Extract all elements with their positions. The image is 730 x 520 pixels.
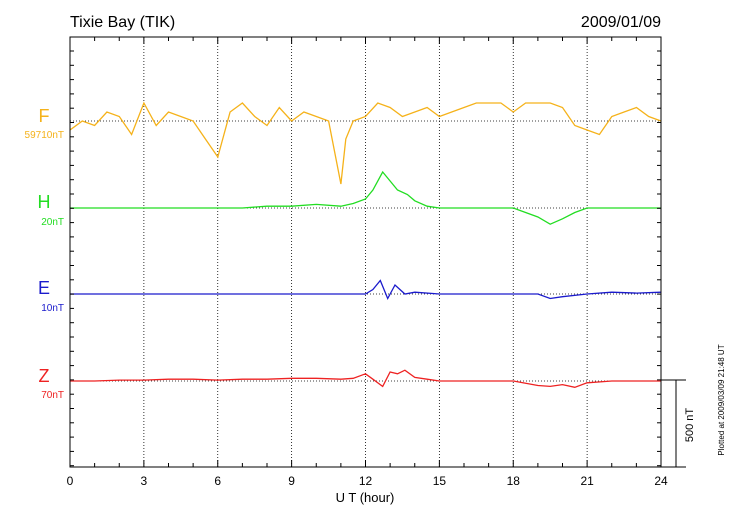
series-labels: F 59710nT H 20nT E 10nT Z 70nT: [25, 106, 64, 401]
chart-title: Tixie Bay (TIK): [70, 14, 175, 31]
series-line-z: [70, 369, 661, 388]
series-name-h: H: [38, 192, 51, 212]
plotted-timestamp: Plotted at 2009/03/09 21:48 UT: [717, 344, 726, 455]
grid-lines: [70, 37, 661, 467]
x-axis-label: U T (hour): [336, 490, 395, 505]
chart-date: 2009/01/09: [581, 14, 661, 31]
x-tick-label: 6: [214, 474, 221, 488]
x-tick-label: 24: [654, 474, 668, 488]
x-tick-label: 18: [507, 474, 521, 488]
x-tick-label: 0: [67, 474, 74, 488]
scale-bar-label: 500 nT: [684, 408, 696, 443]
series-baseline-z: 70nT: [41, 390, 64, 401]
series-baseline-h: 20nT: [41, 217, 64, 228]
series-line-h: [70, 170, 661, 225]
series-baseline-f: 59710nT: [25, 130, 64, 141]
x-axis-ticks: 0 3 6 9 12 15 18 21 24: [67, 37, 668, 488]
x-tick-label: 12: [359, 474, 373, 488]
x-tick-label: 9: [288, 474, 295, 488]
x-tick-label: 15: [433, 474, 447, 488]
series-name-e: E: [38, 278, 50, 298]
series-line-e: [70, 279, 662, 301]
series-group: [69, 101, 662, 388]
x-tick-label: 21: [580, 474, 594, 488]
series-name-f: F: [39, 106, 50, 126]
series-baseline-e: 10nT: [41, 303, 64, 314]
plot-frame: [69, 36, 662, 468]
x-tick-label: 3: [141, 474, 148, 488]
series-name-z: Z: [39, 366, 50, 386]
series-line-f: [69, 101, 662, 185]
